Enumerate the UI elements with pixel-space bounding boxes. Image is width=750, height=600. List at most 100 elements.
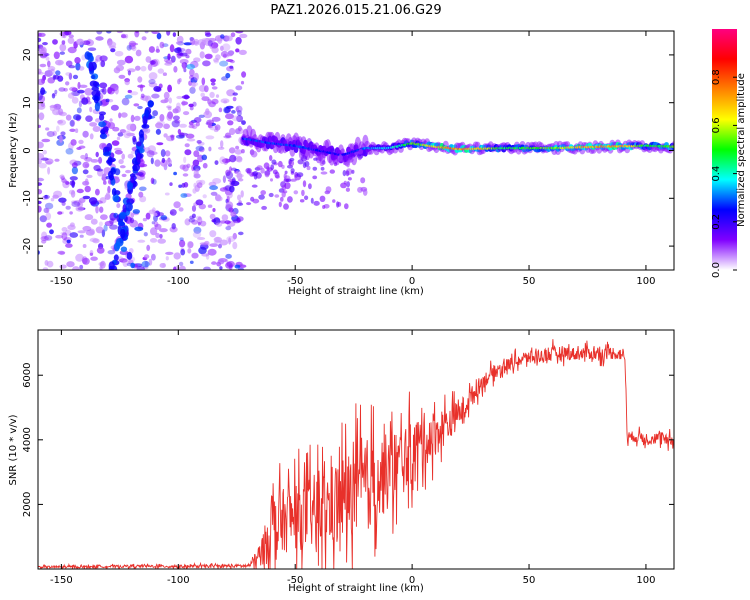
spectrogram-blob [143, 232, 148, 237]
spectrogram-blob [121, 97, 130, 106]
spectrogram-blob [71, 97, 79, 104]
spectrogram-spray-blob [283, 173, 287, 180]
spectrogram-spray-blob [260, 190, 267, 196]
spectrogram-streak-blob [102, 126, 109, 132]
spectrogram-blob [119, 165, 126, 169]
spectrogram-blob [38, 71, 44, 75]
spectrogram-blob [132, 135, 137, 143]
spectrogram-spray-blob [275, 174, 280, 179]
spectrogram-blob [209, 43, 214, 50]
spectrogram-blob [189, 86, 196, 94]
spectrogram-blob [207, 40, 213, 47]
spectrogram-blob [235, 85, 243, 91]
spectrogram-blob [137, 76, 143, 83]
spectrogram-blob [188, 218, 196, 223]
spectrogram-blob [225, 201, 234, 209]
spectrogram-blob [99, 82, 108, 89]
spectrogram-blob [109, 224, 118, 230]
spectrogram-streak-blob [96, 90, 101, 97]
spectrogram-blob [165, 251, 174, 255]
spectrogram-spray-blob [342, 170, 347, 177]
spectrogram-blob [164, 150, 171, 157]
spectrogram-blob [159, 228, 168, 233]
spectrogram-blob [234, 149, 243, 155]
spectrogram-blob [178, 184, 183, 188]
spectrogram-blob [38, 163, 47, 169]
spectrogram-blob [236, 202, 244, 206]
spectrogram-blob [105, 98, 110, 103]
spectrogram-blob [47, 60, 51, 68]
spectrogram-spray-blob [320, 166, 325, 171]
spectrogram-blob [199, 220, 207, 227]
spectrogram-blob [185, 48, 192, 55]
spectrogram-spray-blob [340, 182, 347, 189]
spectrogram-blob [175, 41, 182, 45]
spectrogram-blob [226, 59, 234, 62]
spectrogram-blob [90, 201, 97, 206]
spectrogram-blob [180, 249, 186, 256]
spectrogram-streak-blob [119, 221, 125, 226]
spectrogram-blob [98, 221, 103, 227]
spectrogram-blob [136, 171, 144, 176]
spectrogram-blob [82, 180, 90, 186]
spectrogram-blob [181, 100, 186, 107]
spectrogram-blob [129, 42, 139, 46]
spectrogram-blob [109, 118, 113, 122]
spectrogram-blob [232, 92, 238, 96]
spectrogram-blob [229, 65, 234, 69]
spectrogram-spray-blob [252, 198, 260, 204]
spectrogram-streak-blob [132, 164, 141, 172]
spectrogram-blob [179, 265, 186, 270]
spectrogram-blob [45, 127, 50, 131]
spectrogram-blob [188, 121, 194, 126]
spectrogram-blob [148, 82, 158, 88]
spectrogram-blob [149, 60, 156, 65]
spectrogram-blob [225, 204, 233, 210]
spectrogram-blob [214, 128, 219, 133]
snr-y-tick-label: 2000 [22, 492, 33, 517]
spectrogram-x-tick-label: -50 [287, 276, 303, 287]
spectrogram-blob [45, 161, 53, 165]
spectrogram-blob [116, 136, 121, 141]
spectrogram-blob [190, 37, 196, 46]
spectrogram-blob [126, 123, 136, 131]
snr-frame [37, 329, 675, 570]
spectrogram-blob [130, 212, 135, 218]
spectrogram-streak-blob [90, 74, 96, 80]
spectrogram-blob [182, 61, 186, 70]
spectrogram-blob [209, 213, 216, 220]
spectrogram-streak-blob [112, 194, 120, 202]
spectrogram-spray-blob [304, 195, 309, 201]
spectrogram-blob [232, 232, 237, 240]
colorbar-tick-label: 0.0 [711, 262, 722, 278]
spectrogram-spray-blob [319, 160, 325, 167]
spectrogram-y-tick-label: -20 [22, 238, 33, 254]
spectrogram-spray-blob [261, 205, 267, 210]
spectrogram-blob [214, 124, 221, 131]
spectrogram-x-tick-label: 0 [409, 276, 415, 287]
spectrogram-blob [232, 241, 238, 250]
spectrogram-spray-blob [346, 160, 351, 166]
spectrogram-blob [92, 126, 101, 132]
spectrogram-blob [201, 77, 206, 86]
spectrogram-blob [75, 128, 79, 133]
spectrogram-blob [159, 234, 163, 239]
spectrogram-streak-blob [106, 159, 111, 164]
spectrogram-blob [203, 266, 211, 270]
spectrogram-blob [57, 120, 63, 124]
colorbar-scale [712, 29, 737, 270]
spectrogram-blob [78, 139, 84, 145]
spectrogram-blob [213, 59, 219, 64]
colorbar-label: Normalized spectral amplitude [736, 73, 747, 227]
spectrogram-x-label: Height of straight line (km) [288, 286, 424, 297]
spectrogram-image [38, 31, 674, 270]
spectrogram-blob [203, 37, 212, 46]
spectrogram-streak-blob [126, 251, 133, 260]
spectrogram-blob [215, 94, 220, 98]
spectrogram-spray-blob [325, 186, 332, 193]
spectrogram-blob [57, 61, 62, 65]
spectrogram-blob [78, 66, 85, 71]
spectrogram-blob [90, 218, 98, 225]
spectrogram-blob [148, 209, 156, 215]
